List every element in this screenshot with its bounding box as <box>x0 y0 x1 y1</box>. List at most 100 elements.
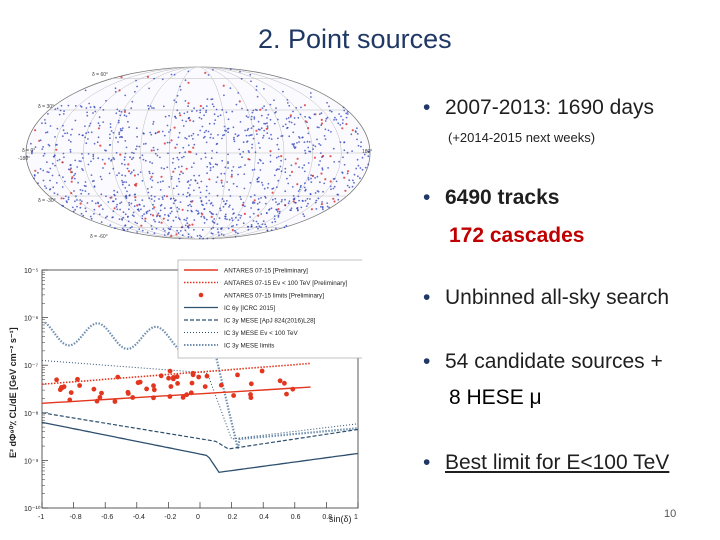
skymap-cascade-event <box>204 71 207 74</box>
skymap-track-event <box>343 109 346 112</box>
skymap-track-event <box>290 207 293 210</box>
skymap-track-event <box>231 217 233 220</box>
skymap-track-event <box>269 103 272 106</box>
skymap-track-event <box>234 133 237 135</box>
skymap-track-event <box>363 153 366 156</box>
skymap-track-event <box>154 220 157 223</box>
skymap-track-event <box>206 237 209 240</box>
skymap-track-event <box>260 197 262 199</box>
skymap-track-event <box>250 127 253 129</box>
skymap-track-event <box>237 134 240 137</box>
skymap-track-event <box>273 174 276 177</box>
skymap-track-event <box>125 195 128 198</box>
skymap-track-event <box>139 156 141 159</box>
skymap-track-event <box>159 209 162 212</box>
skymap-track-event <box>265 109 267 111</box>
skymap-track-event <box>109 137 111 140</box>
skymap-track-event <box>174 115 177 118</box>
skymap-track-event <box>178 112 181 114</box>
skymap-track-event <box>251 169 254 171</box>
skymap-track-event <box>262 134 265 137</box>
skymap-track-event <box>151 228 154 231</box>
y-tick-label: 10⁻⁹ <box>24 458 38 465</box>
skymap-track-event <box>285 224 288 227</box>
skymap-track-event <box>49 188 51 191</box>
skymap-track-event <box>247 127 250 130</box>
skymap-track-event <box>176 109 179 112</box>
skymap-track-event <box>121 162 123 165</box>
skymap-track-event <box>277 137 279 140</box>
skymap-track-event <box>190 166 193 168</box>
skymap-track-event <box>284 171 287 174</box>
skymap-cascade-event <box>188 150 191 153</box>
antares-limit-point <box>248 381 254 387</box>
y-tick-label: 10⁻⁶ <box>24 316 38 323</box>
skymap-track-event <box>119 208 121 211</box>
skymap-track-event <box>63 110 65 112</box>
skymap-track-event <box>193 228 195 231</box>
skymap-track-event <box>235 223 238 226</box>
skymap-cascade-event <box>201 213 204 216</box>
skymap-cascade-event <box>269 150 272 153</box>
skymap-track-event <box>149 105 152 108</box>
skymap-track-event <box>114 87 117 90</box>
skymap-track-event <box>302 213 305 216</box>
skymap-track-event <box>248 158 251 161</box>
skymap-track-event <box>232 225 235 227</box>
skymap-track-event <box>255 85 258 88</box>
skymap-cascade-event <box>320 122 324 125</box>
skymap-track-event <box>159 156 161 159</box>
skymap-track-event <box>175 185 178 188</box>
skymap-track-event <box>239 121 242 123</box>
skymap-track-event <box>275 169 278 172</box>
skymap-track-event <box>255 225 258 228</box>
skymap-track-event <box>303 164 306 167</box>
skymap-track-event <box>214 119 217 121</box>
skymap-track-event <box>118 172 120 175</box>
skymap-track-event <box>93 208 96 211</box>
skymap-track-event <box>212 237 215 240</box>
skymap-track-event <box>250 207 253 209</box>
skymap-track-event <box>124 109 126 111</box>
bullet-note: (+2014-2015 next weeks) <box>448 130 596 145</box>
skymap-track-event <box>227 162 229 165</box>
skymap-track-event <box>62 129 65 132</box>
skymap-track-event <box>192 132 195 135</box>
skymap-track-event <box>213 218 216 220</box>
skymap-track-event <box>97 157 100 160</box>
skymap-track-event <box>255 89 258 91</box>
skymap-track-event <box>297 209 299 212</box>
skymap-track-event <box>240 198 242 201</box>
skymap-track-event <box>186 181 189 183</box>
skymap-track-event <box>148 87 151 90</box>
skymap-track-event <box>148 170 151 173</box>
skymap-track-event <box>203 135 206 138</box>
skymap-track-event <box>257 120 260 123</box>
skymap-cascade-event <box>265 127 268 130</box>
skymap-track-event <box>262 220 265 223</box>
skymap-track-event <box>66 201 68 204</box>
skymap-cascade-event <box>150 175 153 178</box>
skymap-track-event <box>199 234 201 237</box>
skymap-track-event <box>124 152 127 155</box>
skymap-track-event <box>297 190 300 193</box>
skymap-lat-label: δ = 0° <box>22 148 35 154</box>
legend-label: ANTARES 07-15 [Preliminary] <box>224 268 308 275</box>
x-tick-label: -0.4 <box>133 514 145 521</box>
skymap-track-event <box>229 195 232 197</box>
skymap-track-event <box>222 234 225 236</box>
skymap-track-event <box>173 99 176 102</box>
skymap-track-event <box>136 222 139 225</box>
skymap-track-event <box>199 129 202 132</box>
skymap-cascade-event <box>110 196 113 199</box>
skymap-track-event <box>58 174 61 177</box>
skymap-track-event <box>168 141 171 144</box>
skymap-track-event <box>249 134 252 136</box>
skymap-track-event <box>216 228 219 231</box>
skymap-track-event <box>90 174 93 176</box>
bullet-dot: • <box>423 286 431 309</box>
skymap-track-event <box>188 194 191 197</box>
skymap-track-event <box>150 186 153 188</box>
y-tick-label: 10⁻⁸ <box>24 411 38 418</box>
skymap-track-event <box>186 209 189 212</box>
